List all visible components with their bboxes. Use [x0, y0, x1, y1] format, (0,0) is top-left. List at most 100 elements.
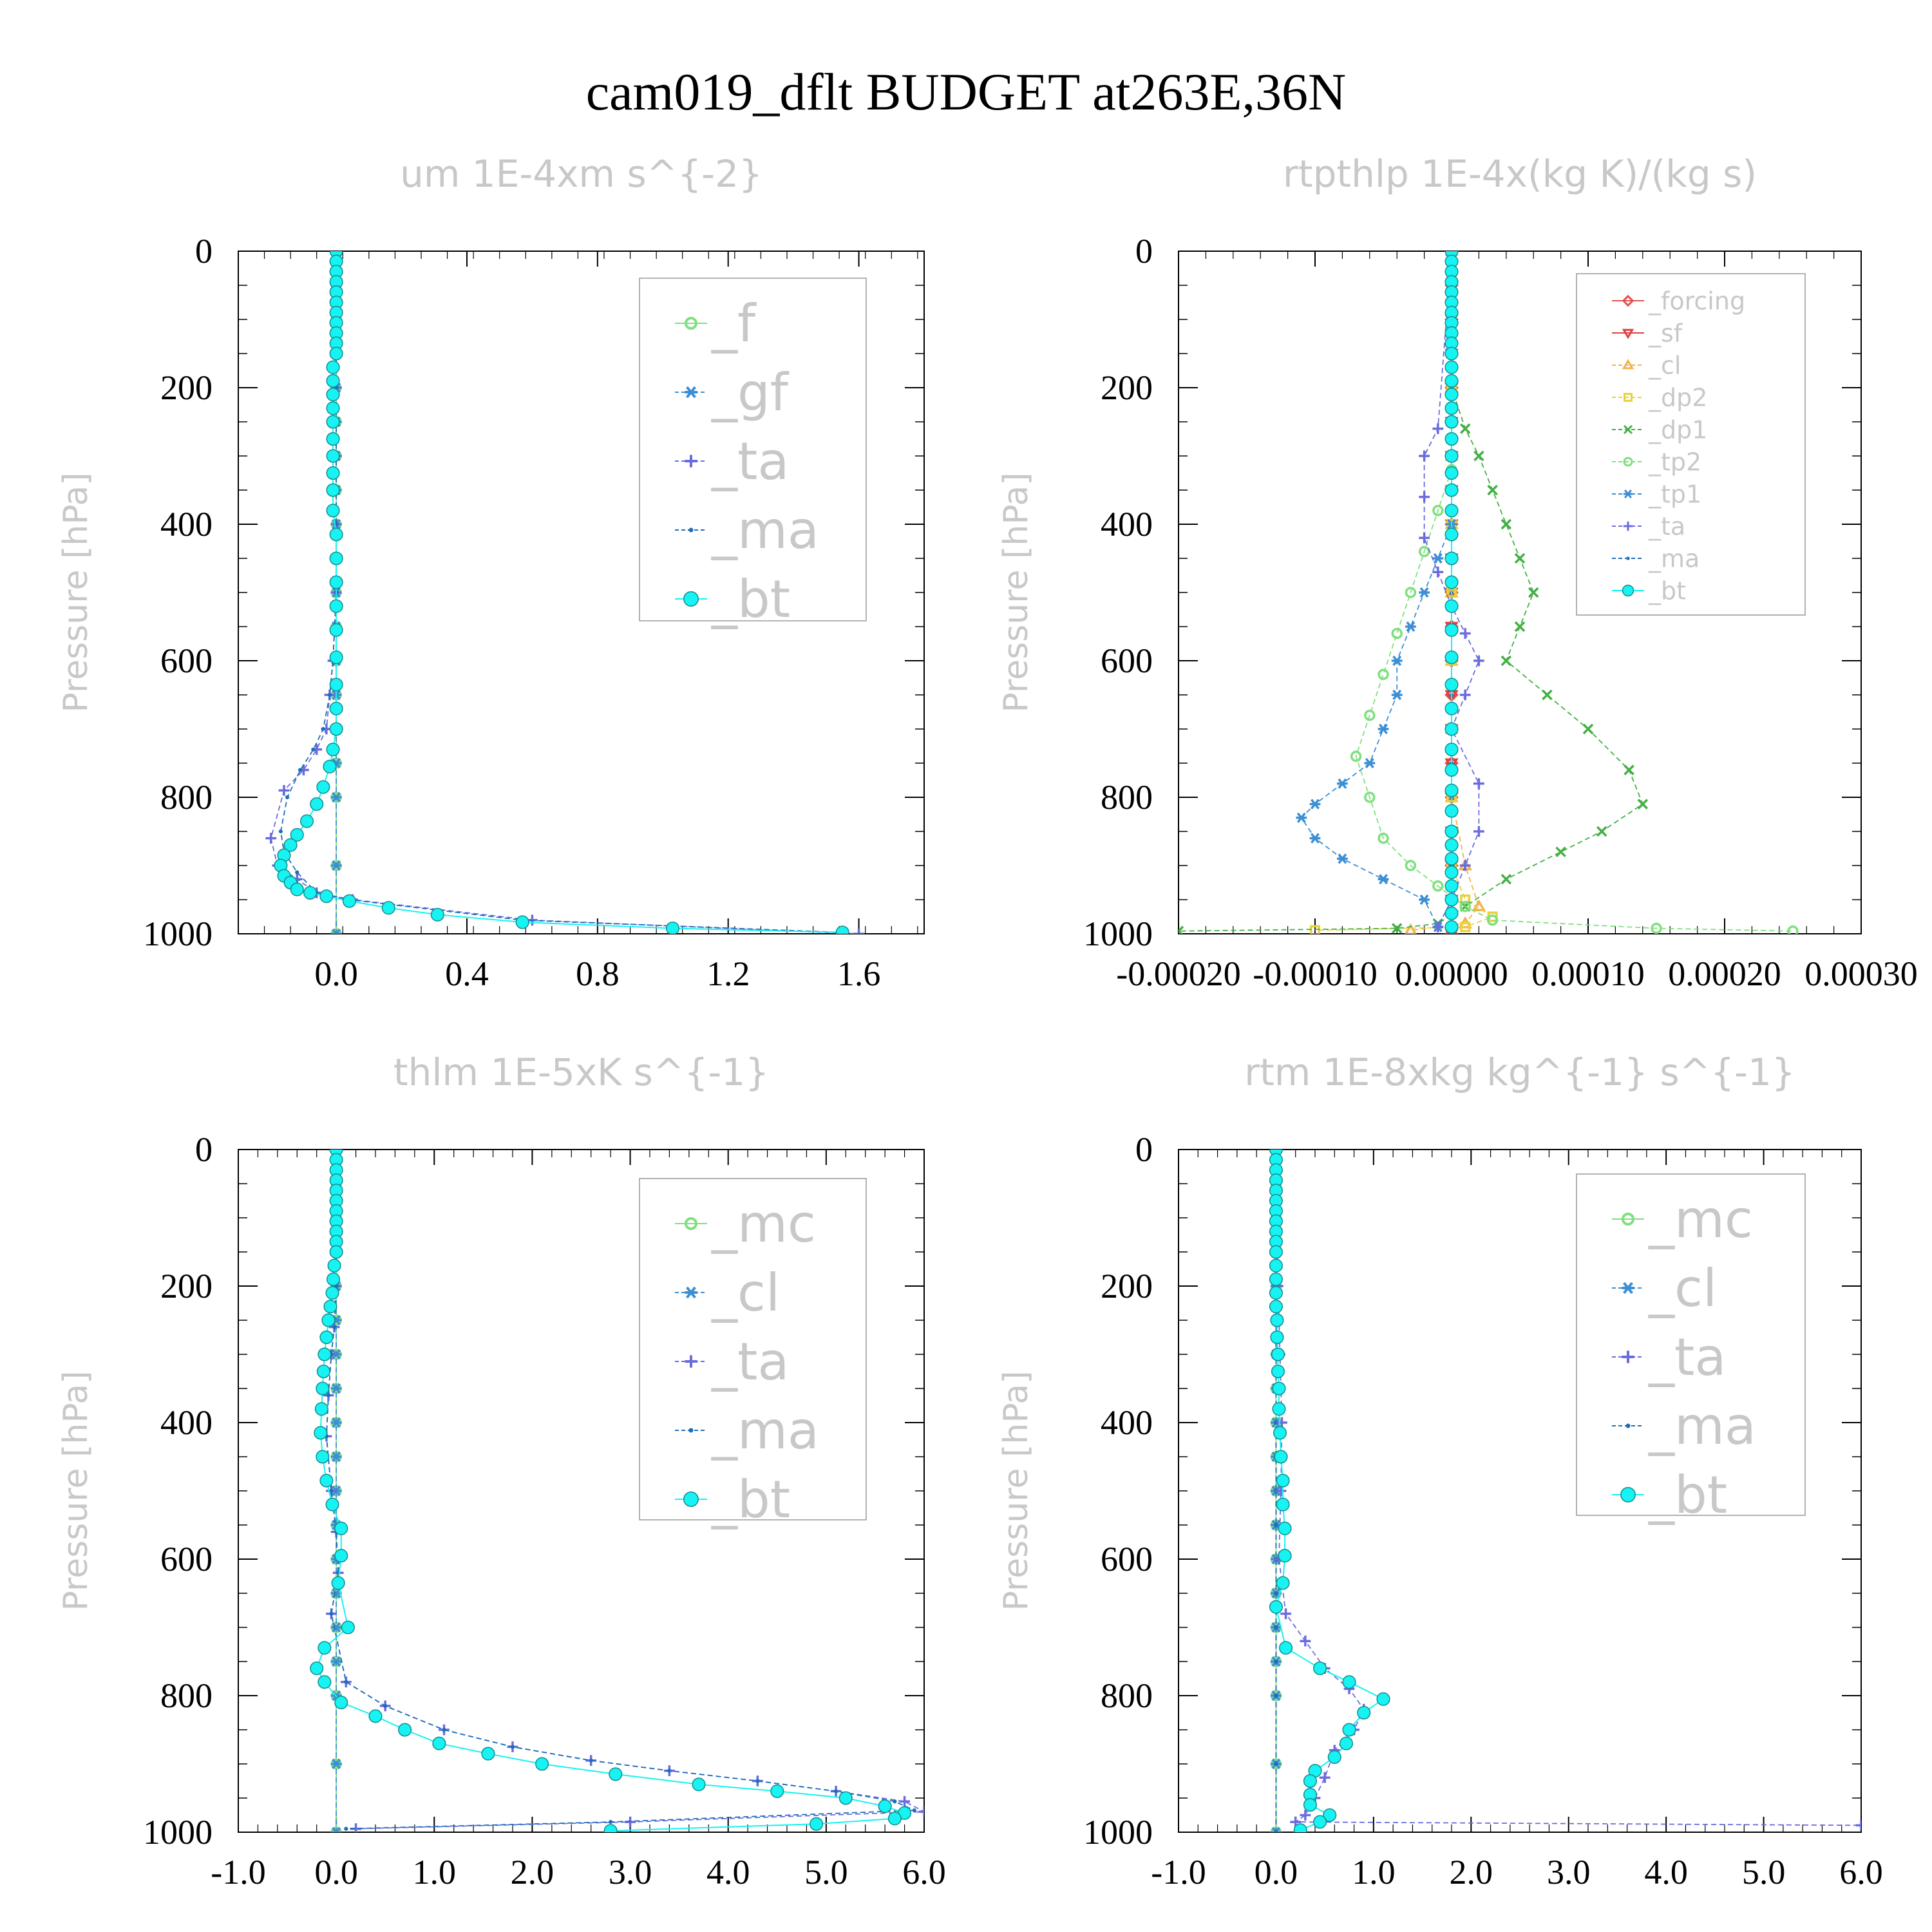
data-point: [1460, 922, 1471, 933]
data-point: [1444, 866, 1459, 880]
data-point: [1501, 655, 1512, 667]
series-line: [325, 1150, 924, 1830]
data-point: [899, 1795, 910, 1807]
data-point: [316, 780, 330, 794]
data-point: [1378, 874, 1389, 885]
data-point: [321, 1313, 336, 1327]
data-point: [1528, 587, 1539, 598]
x-tick-label: 2.0: [511, 1853, 554, 1891]
legend-label: _bt: [1648, 576, 1686, 605]
panel-title: um 1E-4xm s^{-2}: [400, 152, 762, 196]
legend-entry-cl: _cl: [1612, 1258, 1717, 1318]
panel-um: um 1E-4xm s^{-2} Pressure [hPa] 0 200 400 600…: [57, 152, 925, 993]
data-point: [1309, 799, 1321, 810]
legend-marker: [1620, 1487, 1636, 1502]
y-tick-label: 1000: [1083, 914, 1153, 953]
y-tick-label: 600: [160, 1540, 213, 1578]
data-point: [1309, 833, 1321, 844]
legend-marker: [685, 317, 697, 330]
data-point: [1444, 504, 1459, 518]
legend-label: _ta: [711, 431, 789, 491]
legend-marker: [1622, 1350, 1634, 1363]
y-tick-label: 200: [1101, 1267, 1153, 1305]
data-point: [1473, 655, 1484, 667]
legend-marker: [685, 1286, 697, 1299]
data-point: [1270, 1313, 1284, 1327]
series-line: [1423, 251, 1480, 927]
legend-entry-ta: _ta: [1612, 1327, 1726, 1387]
data-point: [332, 1325, 337, 1329]
panel-rtpthlp: rtpthlp 1E-4x(kg K)/(kg s) Pressure [hPa]…: [997, 152, 1918, 993]
legend-label: _ta: [711, 1332, 789, 1392]
data-point: [1274, 1659, 1278, 1664]
legend-box: [639, 1178, 867, 1520]
data-point: [329, 701, 343, 715]
data-point: [1444, 677, 1459, 692]
data-point: [1459, 628, 1471, 639]
data-point: [326, 504, 340, 518]
panel-title: rtm 1E-8xkg kg^{-1} s^{-1}: [1244, 1050, 1795, 1094]
data-point: [755, 1779, 760, 1783]
data-point: [1274, 1693, 1278, 1698]
data-point: [316, 1450, 330, 1464]
data-point: [1460, 894, 1471, 905]
data-point: [334, 1549, 348, 1563]
data-point: [341, 1620, 355, 1634]
data-point: [1274, 1761, 1278, 1766]
data-point: [314, 1402, 328, 1416]
legend-marker: [1623, 424, 1633, 435]
data-point: [1405, 860, 1417, 871]
data-point: [1272, 1402, 1286, 1416]
data-point: [1303, 1774, 1317, 1788]
data-point: [299, 814, 314, 828]
data-point: [329, 346, 343, 361]
x-tick-label: 0.00010: [1531, 954, 1645, 993]
legend: _forcing _sf _cl _dp2 _dp1 _tp2 _tp1 _ta _ma _bt: [1576, 273, 1806, 616]
data-point: [330, 1656, 342, 1667]
data-point: [342, 894, 356, 908]
legend-entry-sf: _sf: [1612, 319, 1683, 347]
data-point: [1444, 763, 1459, 777]
y-tick-label: 400: [160, 505, 213, 544]
data-point: [1444, 804, 1459, 818]
data-point: [515, 915, 529, 929]
legend-label: _cl: [1648, 351, 1681, 379]
y-axis-label: Pressure [hPa]: [997, 473, 1036, 713]
legend-marker: [1622, 1213, 1634, 1226]
data-point: [481, 1747, 495, 1761]
data-point: [316, 1364, 330, 1379]
data-point: [290, 828, 304, 842]
data-point: [1444, 388, 1459, 402]
data-point: [311, 747, 316, 752]
data-point: [1487, 484, 1498, 496]
data-point: [325, 1497, 339, 1511]
data-point: [1419, 894, 1430, 905]
data-point: [1444, 466, 1459, 480]
legend-label: _sf: [1648, 319, 1683, 347]
data-point: [1444, 623, 1459, 637]
data-point: [1637, 799, 1649, 810]
data-point: [1296, 812, 1307, 823]
data-point: [609, 1767, 623, 1781]
x-tick-label: 1.6: [837, 954, 881, 993]
x-tick-label: -0.00010: [1253, 954, 1377, 993]
data-point: [838, 1791, 853, 1805]
data-point: [290, 882, 304, 896]
x-tick-label: -1.0: [211, 1853, 265, 1891]
data-point: [368, 1709, 383, 1723]
data-point: [326, 360, 340, 374]
data-point: [510, 1745, 515, 1749]
data-point: [1624, 764, 1634, 775]
legend-entry-bt: _bt: [1612, 1465, 1727, 1525]
legend-label: _ta: [1648, 512, 1685, 540]
legend-marker: [1626, 556, 1630, 560]
data-point: [329, 575, 343, 589]
data-point: [326, 1393, 331, 1397]
data-point: [344, 1826, 348, 1831]
data-point: [833, 1789, 838, 1794]
data-point: [398, 1723, 412, 1737]
data-point: [295, 870, 299, 875]
data-point: [1419, 450, 1430, 462]
data-point: [1300, 1810, 1311, 1821]
data-point: [1473, 450, 1484, 462]
